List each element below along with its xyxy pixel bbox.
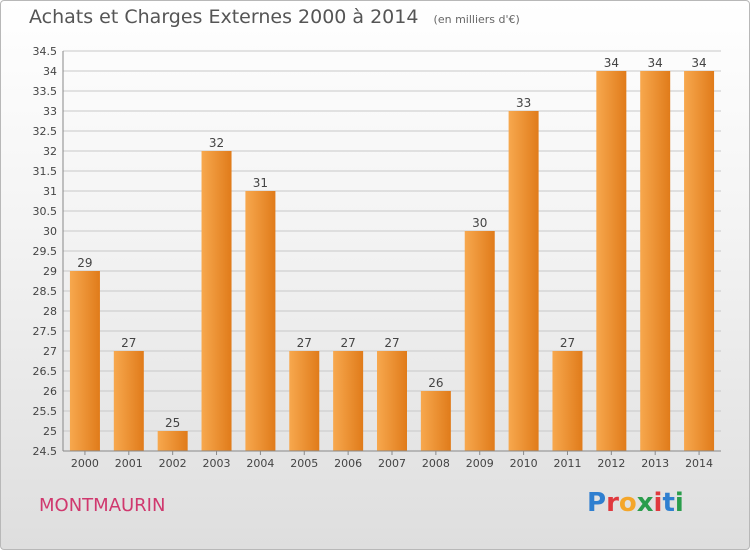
x-tick-label: 2007 (378, 457, 406, 470)
y-tick-label: 29 (43, 265, 57, 278)
x-tick-label: 2004 (246, 457, 274, 470)
x-tick-label: 2005 (290, 457, 318, 470)
brand-letter: t (662, 488, 675, 518)
data-label: 32 (209, 136, 224, 150)
x-tick-label: 2011 (553, 457, 581, 470)
commune-name: MONTMAURIN (39, 495, 166, 516)
proxiti-logo: Proxiti (587, 488, 684, 518)
x-tick-label: 2013 (641, 457, 669, 470)
y-tick-label: 26 (43, 385, 57, 398)
data-label: 29 (77, 256, 92, 270)
bar (289, 351, 320, 451)
x-tick-label: 2010 (510, 457, 538, 470)
brand-letter: x (636, 488, 654, 518)
bar (464, 231, 495, 451)
bar (684, 71, 715, 451)
y-tick-label: 32.5 (33, 125, 58, 138)
y-tick-label: 25 (43, 425, 57, 438)
brand-letter: i (653, 488, 663, 518)
y-tick-label: 30.5 (33, 205, 58, 218)
y-tick-label: 33.5 (33, 85, 58, 98)
x-tick-label: 2009 (466, 457, 494, 470)
y-tick-label: 29.5 (33, 245, 58, 258)
x-tick-label: 2003 (203, 457, 231, 470)
data-label: 30 (472, 216, 487, 230)
y-tick-label: 28.5 (33, 285, 58, 298)
data-label: 26 (428, 376, 443, 390)
bar (113, 351, 144, 451)
title-row: Achats et Charges Externes 2000 à 2014 (… (29, 6, 520, 28)
data-label: 33 (516, 96, 531, 110)
y-tick-label: 34 (43, 65, 57, 78)
data-label: 27 (560, 336, 575, 350)
data-label: 31 (253, 176, 268, 190)
bar (508, 111, 539, 451)
chart-subtitle: (en milliers d'€) (433, 13, 520, 26)
bar (420, 391, 451, 451)
bar (377, 351, 407, 451)
y-tick-label: 33 (43, 105, 57, 118)
brand-letter: i (674, 488, 684, 518)
y-tick-label: 25.5 (33, 405, 58, 418)
y-tick-label: 31.5 (33, 165, 58, 178)
data-label: 27 (384, 336, 399, 350)
bar (552, 351, 583, 451)
x-tick-label: 2014 (685, 457, 713, 470)
x-tick-label: 2002 (159, 457, 187, 470)
y-tick-label: 27 (43, 345, 57, 358)
y-tick-label: 34.5 (33, 45, 58, 58)
chart-title: Achats et Charges Externes 2000 à 2014 (29, 6, 419, 28)
bar (157, 431, 188, 451)
x-tick-label: 2001 (115, 457, 143, 470)
data-label: 27 (297, 336, 312, 350)
data-labels: 29 27 25 32 31 27 27 27 26 30 33 27 34 34 34 (77, 56, 706, 430)
data-label: 25 (165, 416, 180, 430)
y-tick-label: 30 (43, 225, 57, 238)
y-tick-label: 24.5 (33, 445, 58, 458)
data-label: 34 (691, 56, 706, 70)
bar (596, 71, 627, 451)
data-label: 34 (604, 56, 619, 70)
y-tick-label: 26.5 (33, 365, 58, 378)
y-tick-label: 27.5 (33, 325, 58, 338)
x-tick-label: 2000 (71, 457, 99, 470)
data-label: 27 (340, 336, 355, 350)
x-tick-label: 2008 (422, 457, 450, 470)
y-tick-label: 28 (43, 305, 57, 318)
bar (245, 191, 276, 451)
bar (201, 151, 232, 451)
bar (333, 351, 364, 451)
data-label: 27 (121, 336, 136, 350)
y-tick-label: 32 (43, 145, 57, 158)
x-tick-label: 2006 (334, 457, 362, 470)
brand-letter: o (618, 488, 637, 518)
bars (69, 71, 715, 451)
brand-letter: r (606, 488, 619, 518)
bar (69, 271, 100, 451)
data-label: 34 (648, 56, 663, 70)
x-tick-label: 2012 (597, 457, 625, 470)
axes: 24.5 25 25.5 26 26.5 27 27.5 28 28.5 29 29.5 30 30.5… (33, 45, 721, 470)
bar (640, 71, 671, 451)
y-tick-label: 31 (43, 185, 57, 198)
brand-letter: P (587, 488, 607, 518)
